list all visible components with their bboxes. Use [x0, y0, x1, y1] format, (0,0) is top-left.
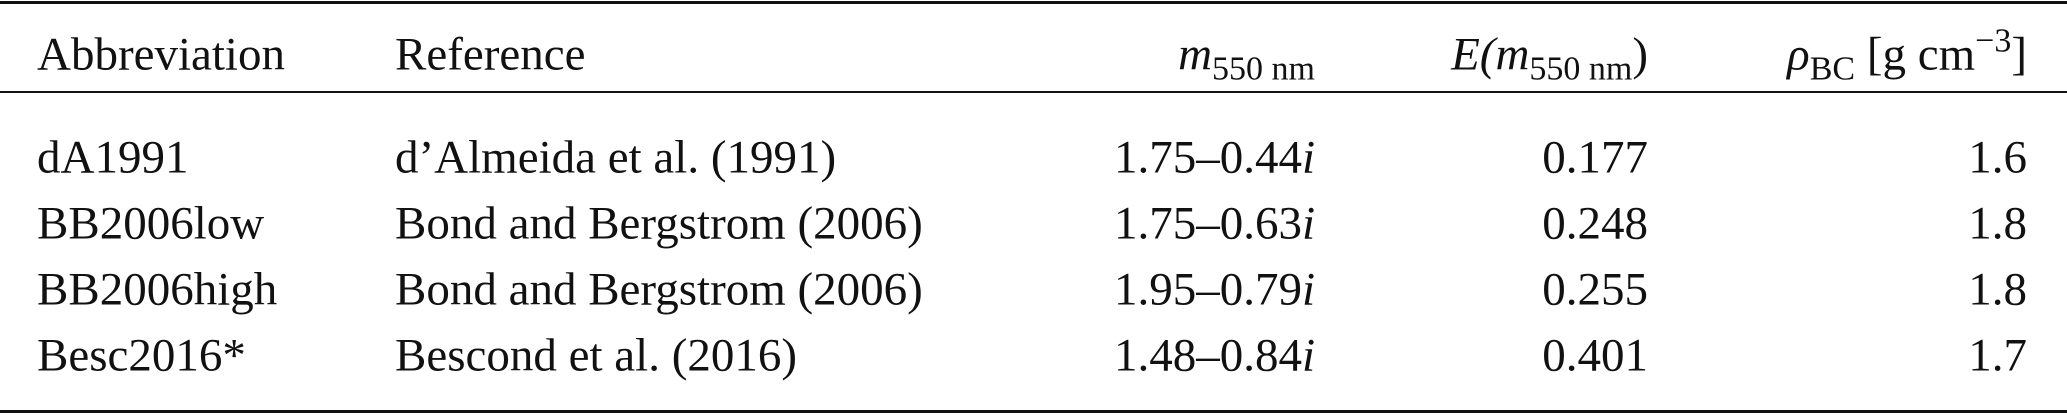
refractive-index-cell: 1.48–0.84i	[1113, 329, 1315, 382]
symbol: m	[1495, 28, 1530, 81]
density-cell: 1.6	[1968, 131, 2027, 184]
density-cell: 1.8	[1968, 197, 2027, 250]
reference-cell: Bescond et al. (2016)	[395, 329, 798, 382]
reference-cell: d’Almeida et al. (1991)	[395, 131, 837, 184]
unit: [g cm	[1866, 28, 1976, 81]
absorption-function-cell: 0.248	[1542, 197, 1648, 250]
density-cell: 1.8	[1968, 263, 2027, 316]
refractive-index-cell: 1.75–0.44i	[1113, 131, 1315, 184]
density-cell: 1.7	[1968, 329, 2027, 382]
superscript: −3	[1975, 22, 2012, 60]
symbol: m	[1178, 28, 1213, 81]
header-rule	[0, 91, 2067, 93]
absorption-function-cell: 0.401	[1542, 329, 1648, 382]
abbreviation-cell: Besc2016*	[37, 329, 246, 382]
header-cell: m550 nm	[1178, 28, 1315, 86]
subscript: BC	[1809, 50, 1856, 88]
prefix: E(	[1451, 28, 1496, 81]
abbreviation-cell: BB2006high	[37, 263, 278, 316]
suffix: )	[1632, 28, 1648, 81]
bottom-rule	[0, 410, 2067, 413]
header-cell: E(m550 nm)	[1451, 28, 1648, 86]
imaginary-unit: i	[1301, 329, 1315, 382]
absorption-function-cell: 0.255	[1542, 263, 1648, 316]
abbreviation-cell: dA1991	[37, 131, 189, 184]
header-cell: Abbreviation	[37, 28, 285, 81]
real-part: 1.75–0.44	[1113, 131, 1302, 184]
header-cell: ρBC [g cm−3]	[1787, 24, 2027, 86]
top-rule	[0, 1, 2067, 4]
real-part: 1.48–0.84	[1113, 329, 1302, 382]
refractive-index-cell: 1.75–0.63i	[1113, 197, 1315, 250]
subscript: 550 nm	[1212, 50, 1315, 88]
unit-end: ]	[2011, 28, 2027, 81]
imaginary-unit: i	[1301, 197, 1315, 250]
real-part: 1.95–0.79	[1113, 263, 1302, 316]
reference-cell: Bond and Bergstrom (2006)	[395, 197, 923, 250]
refractive-index-cell: 1.95–0.79i	[1113, 263, 1315, 316]
real-part: 1.75–0.63	[1113, 197, 1302, 250]
abbreviation-cell: BB2006low	[37, 197, 265, 250]
reference-cell: Bond and Bergstrom (2006)	[395, 263, 923, 316]
subscript: 550 nm	[1529, 50, 1633, 88]
imaginary-unit: i	[1301, 263, 1315, 316]
symbol: ρ	[1787, 28, 1810, 81]
absorption-function-cell: 0.177	[1542, 131, 1648, 184]
header-cell: Reference	[395, 28, 586, 81]
imaginary-unit: i	[1301, 131, 1315, 184]
